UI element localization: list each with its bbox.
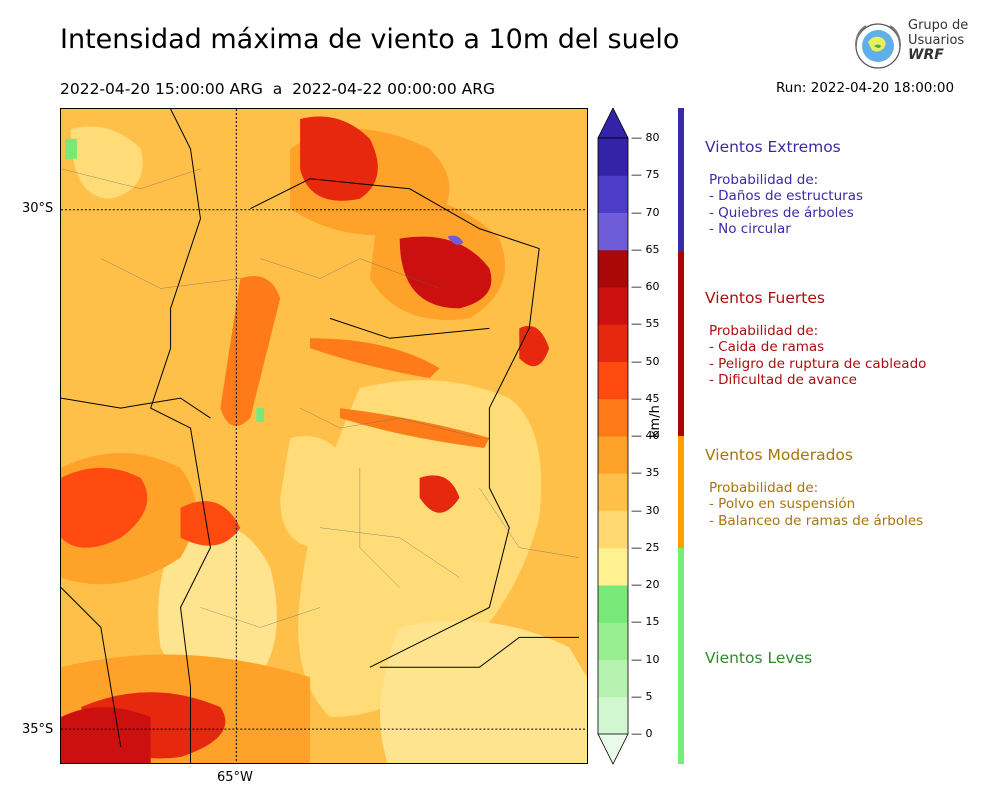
desc-line: - Balanceo de ramas de árboles bbox=[709, 512, 924, 529]
colorbar-tick-label: — 0 bbox=[631, 727, 653, 740]
colorbar-tick-label: — 60 bbox=[631, 280, 660, 293]
category-title-strong: Vientos Fuertes bbox=[705, 289, 825, 307]
run-timestamp: Run: 2022-04-20 18:00:00 bbox=[776, 80, 955, 96]
colorbar-tick-label: — 50 bbox=[631, 354, 660, 368]
colorbar-tick-label: — 5 bbox=[631, 689, 653, 703]
low-wind-region bbox=[380, 620, 587, 763]
logo-line-2: Usuarios bbox=[908, 33, 965, 48]
lat-label: 30°S bbox=[22, 201, 54, 216]
logo-line-1: Grupo de bbox=[908, 18, 969, 33]
colorbar-bin bbox=[598, 138, 628, 176]
colorbar bbox=[597, 108, 629, 765]
colorbar-bin bbox=[598, 547, 628, 586]
colorbar-tick-label: — 15 bbox=[631, 615, 660, 629]
colorbar-max-extend bbox=[597, 108, 629, 139]
colorbar-bin bbox=[598, 212, 628, 251]
light-wind-spot bbox=[64, 138, 77, 159]
colorbar-bin bbox=[598, 324, 628, 362]
colorbar-bin bbox=[598, 473, 628, 511]
province-borders bbox=[61, 109, 580, 763]
colorbar-tick-label: — 65 bbox=[631, 242, 660, 256]
desc-line: - Peligro de ruptura de cableado bbox=[709, 355, 927, 372]
colorbar-bin bbox=[598, 436, 628, 474]
extreme-wind-spot bbox=[447, 235, 464, 245]
department-borders bbox=[61, 168, 580, 628]
category-desc-moderate: Probabilidad de: - Polvo en suspensión -… bbox=[709, 480, 923, 529]
colorbar-bin bbox=[598, 175, 628, 213]
colorbar-tick-label: — 35 bbox=[631, 466, 660, 480]
low-wind-region bbox=[70, 126, 143, 199]
colorbar-bin bbox=[598, 361, 628, 400]
colorbar-tick-label: — 30 bbox=[631, 503, 660, 517]
colorbar-bin bbox=[598, 249, 628, 288]
desc-line: - Polvo en suspensión bbox=[709, 496, 856, 513]
desc-line: Probabilidad de: bbox=[709, 172, 819, 188]
strong-wind-region bbox=[399, 236, 492, 309]
logo-text: Grupo de Usuarios WRF bbox=[908, 18, 968, 63]
colorbar-bin bbox=[598, 659, 628, 698]
category-title-extreme: Vientos Extremos bbox=[705, 138, 841, 156]
colorbar-bin bbox=[598, 585, 628, 623]
desc-line: Probabilidad de: bbox=[709, 480, 819, 496]
desc-line: - Quiebres de árboles bbox=[709, 204, 854, 221]
graticule bbox=[61, 109, 587, 763]
desc-line: - No circular bbox=[709, 220, 791, 237]
desc-line: - Dificultad de avance bbox=[709, 371, 857, 388]
strong-wind-region bbox=[61, 707, 151, 763]
colorbar-unit: km/h bbox=[648, 405, 663, 438]
desc-line: Probabilidad de: bbox=[709, 323, 819, 339]
colorbar-min-extend bbox=[597, 733, 629, 765]
category-desc-extreme: Probabilidad de: - Daños de estructuras … bbox=[709, 172, 863, 237]
strong-wind-region bbox=[310, 338, 440, 379]
category-title-moderate: Vientos Moderados bbox=[705, 446, 853, 464]
colorbar-outline bbox=[597, 137, 629, 735]
logo-line-3: WRF bbox=[908, 47, 944, 63]
low-wind-region bbox=[280, 436, 352, 548]
colorbar-tick-label: — 10 bbox=[631, 652, 660, 666]
colorbar-bin bbox=[598, 622, 628, 660]
colorbar-tick-label: — 70 bbox=[631, 205, 660, 219]
strong-wind-region bbox=[519, 325, 550, 367]
colorbar-tick-label: — 20 bbox=[631, 578, 660, 591]
legend-bar-strong bbox=[678, 252, 684, 436]
desc-line: - Daños de estructuras bbox=[709, 188, 864, 205]
strong-wind-region bbox=[419, 475, 460, 513]
colorbar-tick-label: — 80 bbox=[631, 131, 660, 144]
low-wind-region bbox=[158, 522, 277, 693]
colorbar-tick-label: — 40 bbox=[631, 429, 660, 442]
forecast-period: 2022-04-20 15:00:00 ARG a 2022-04-22 00:… bbox=[60, 80, 496, 98]
light-wind-spot bbox=[256, 408, 265, 423]
legend-bar-light bbox=[678, 548, 684, 764]
strong-wind-region bbox=[180, 501, 241, 546]
lat-label: 35°S bbox=[22, 722, 54, 737]
colorbar-tick-label: — 75 bbox=[631, 168, 660, 182]
category-desc-strong: Probabilidad de: - Caida de ramas - Peli… bbox=[709, 323, 926, 388]
colorbar-tick-label: — 25 bbox=[631, 540, 660, 554]
legend-bar-moderate bbox=[678, 436, 684, 548]
strong-wind-region bbox=[220, 275, 281, 427]
page-title: Intensidad máxima de viento a 10m del su… bbox=[60, 24, 680, 55]
strong-wind-region bbox=[339, 408, 490, 448]
category-title-light: Vientos Leves bbox=[705, 649, 813, 667]
colorbar-bin bbox=[598, 398, 628, 437]
colorbar-bin bbox=[598, 510, 628, 549]
colorbar-tick-label: — 55 bbox=[631, 317, 660, 331]
wind-map bbox=[60, 108, 588, 764]
desc-line: - Caida de ramas bbox=[709, 339, 825, 356]
colorbar-tick-label: — 45 bbox=[631, 391, 660, 405]
colorbar-bin bbox=[598, 287, 628, 325]
lon-label: 65°W bbox=[217, 770, 253, 785]
wrf-group-logo bbox=[855, 23, 901, 69]
strong-wind-region bbox=[61, 467, 148, 548]
colorbar-bin bbox=[598, 696, 628, 735]
legend-bar-extreme bbox=[678, 108, 684, 252]
